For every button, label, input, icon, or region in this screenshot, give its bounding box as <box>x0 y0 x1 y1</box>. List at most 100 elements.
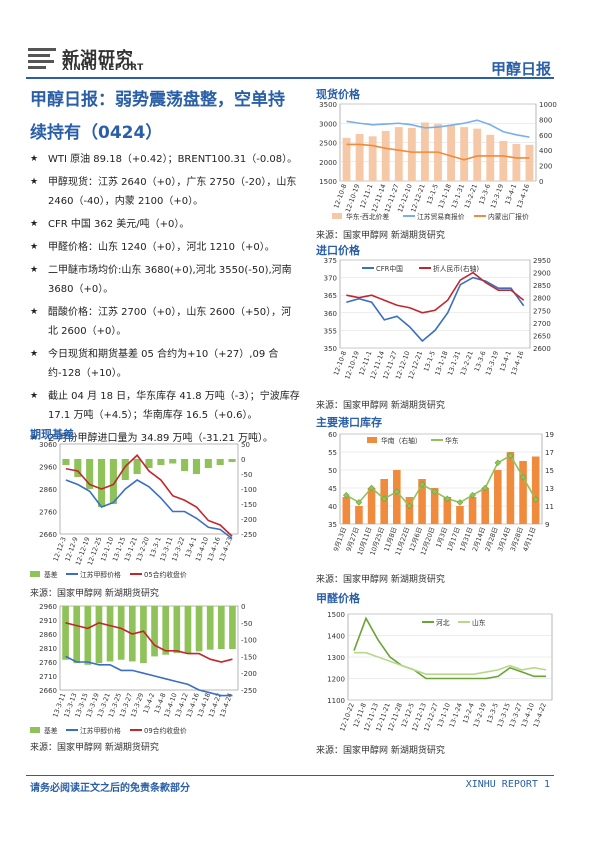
import-price-chart: 350 355 360 365 370 375 2600 2650 2700 2750 2800 28… <box>324 257 551 380</box>
bar <box>355 134 364 181</box>
y-tick-label: 375 <box>324 257 337 265</box>
bar <box>106 606 114 662</box>
bar <box>169 459 177 464</box>
y-tick-label: 350 <box>324 345 337 353</box>
y-tick-label: 2660 <box>39 687 57 695</box>
star-bullet-icon: ★ <box>30 219 39 229</box>
star-bullet-icon: ★ <box>30 242 39 252</box>
data-point <box>519 473 527 481</box>
section-title-basis: 期现基差 <box>30 428 74 441</box>
y2-tick-label: -50 <box>241 620 252 628</box>
bar <box>494 470 502 524</box>
source-note: 来源：国家甲醇网 新湖期货研究 <box>30 589 159 599</box>
bar <box>512 144 521 181</box>
bar <box>145 459 153 468</box>
summary-list: ★ WTI 原油 89.18（+0.42）；BRENT100.31（-0.08）。… <box>30 150 300 452</box>
y2-tick-label: 0 <box>241 456 245 464</box>
bar <box>407 127 416 181</box>
series-line <box>65 479 233 540</box>
legend-label: 基差 <box>44 726 58 735</box>
series-line <box>65 655 233 697</box>
header-divider <box>26 77 554 79</box>
y2-tick-label: 1000 <box>539 101 557 109</box>
y2-tick-label: 2900 <box>533 270 551 278</box>
footer-brand-name: XINHU REPORT <box>465 779 538 790</box>
legend-label: 华东 <box>445 436 459 445</box>
source-note: 来源：国家甲醇网 新湖期货研究 <box>316 401 445 411</box>
bar <box>151 606 158 657</box>
legend-label: 江苏贸易商报价 <box>417 212 465 221</box>
bar <box>499 140 508 181</box>
legend-label: CFR中国 <box>376 264 403 273</box>
summary-text: WTI 原油 89.18（+0.42）；BRENT100.31（-0.08）。 <box>48 154 298 165</box>
summary-text: 今日现货和期货基差 05 合约为+10（+27）,09 合约-128（+10）。 <box>48 349 279 379</box>
bar <box>473 128 482 181</box>
legend-swatch <box>30 727 40 733</box>
bar <box>162 606 170 655</box>
bar <box>181 459 189 471</box>
legend-swatch <box>367 437 377 443</box>
bar <box>486 134 495 181</box>
summary-text: 醋酸价格：江苏 2700（+0），山东 2600（+50），河北 2600（+0… <box>48 307 292 337</box>
y2-tick-label: 2600 <box>533 345 551 353</box>
data-point <box>368 484 375 492</box>
section-title-formaldehyde: 甲醛价格 <box>316 592 360 605</box>
y-tick-label: 35 <box>328 521 337 529</box>
bar <box>74 459 82 477</box>
series-line <box>345 454 537 508</box>
y2-tick-label: 600 <box>539 132 552 140</box>
bar <box>456 506 464 524</box>
summary-text: CFR 中国 362 美元/吨（+0）。 <box>48 219 190 230</box>
summary-text: 甲醛价格：山东 1240（+0），河北 1210（+0）。 <box>48 242 275 253</box>
star-bullet-icon: ★ <box>30 433 39 443</box>
y-tick-label: 2710 <box>39 673 57 681</box>
y-tick-label: 3000 <box>319 120 337 128</box>
bar <box>133 459 141 474</box>
logo-subtext: XINHU REPORT <box>62 63 144 73</box>
series-line <box>353 616 546 680</box>
spot-price-chart: 150020002500300035000200400600800100012-… <box>319 101 557 221</box>
y2-tick-label: -200 <box>241 516 257 524</box>
series-line <box>346 143 530 161</box>
logo-text: 新湖研究 <box>62 49 134 69</box>
data-point <box>532 496 540 503</box>
y-tick-label: 2660 <box>39 531 57 539</box>
summary-item: ★ 甲醇现货：江苏 2640（+0），广东 2750（-20），山东 2460（-… <box>30 173 300 211</box>
data-point <box>481 484 489 492</box>
summary-item: ★ 醋酸价格：江苏 2700（+0），山东 2600（+50），河北 2600（+… <box>30 303 300 341</box>
data-point <box>380 495 388 503</box>
y-tick-label: 45 <box>328 485 337 493</box>
y2-tick-label: 50 <box>241 441 250 449</box>
y2-tick-label: 200 <box>539 163 552 171</box>
data-point <box>418 481 426 488</box>
y-tick-label: 3060 <box>39 441 57 449</box>
disclaimer-text: 请务必阅读正文之后的免责条款部分 <box>30 783 190 794</box>
y-tick-label: 1400 <box>327 633 345 641</box>
bar <box>195 606 203 652</box>
star-bullet-icon: ★ <box>30 154 39 164</box>
bar <box>86 459 94 489</box>
data-point <box>431 488 439 495</box>
y-tick-label: 360 <box>324 310 337 318</box>
bar <box>229 606 236 650</box>
y2-tick-label: -50 <box>241 471 252 479</box>
star-bullet-icon: ★ <box>30 349 39 359</box>
y-tick-label: 2960 <box>39 603 57 611</box>
y2-tick-label: 11 <box>545 503 554 511</box>
bar <box>184 606 192 654</box>
y2-tick-label: 13 <box>545 485 554 493</box>
legend-label: 江苏甲醇价格 <box>80 570 121 579</box>
report-type: 甲醇日报 <box>490 60 551 78</box>
bar <box>84 606 92 665</box>
bar <box>95 606 103 664</box>
summary-item: ★ 截止 04 月 18 日，华东库存 41.8 万吨（-3）；宁波库存 17.1… <box>30 387 300 425</box>
y-tick-label: 2810 <box>39 645 57 653</box>
section-title-import: 进口价格 <box>316 244 360 257</box>
legend-label: 华南（右轴） <box>381 436 422 445</box>
star-bullet-icon: ★ <box>30 177 39 187</box>
y2-tick-label: 2650 <box>533 332 551 340</box>
bar <box>228 459 236 462</box>
bar <box>531 456 540 524</box>
section-title-port: 主要港口库存 <box>316 416 382 429</box>
summary-item: ★ CFR 中国 362 美元/吨（+0）。 <box>30 215 300 234</box>
